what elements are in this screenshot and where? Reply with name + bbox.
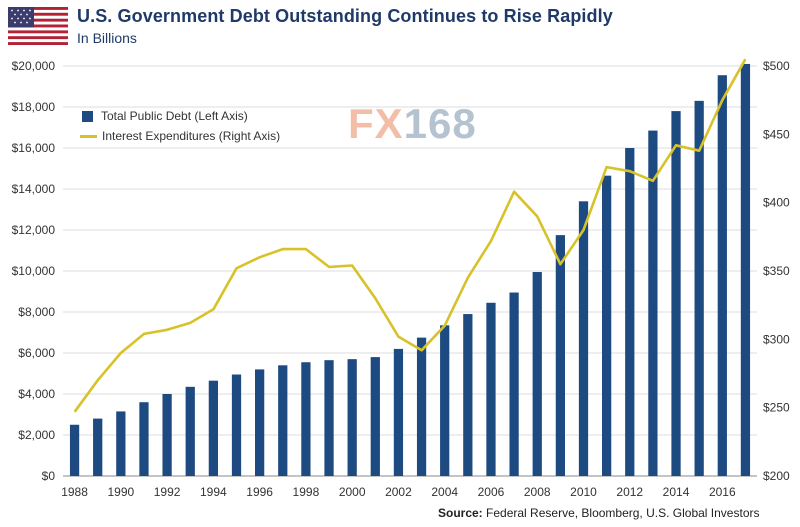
debt-bar bbox=[393, 348, 404, 476]
debt-bar bbox=[740, 63, 751, 476]
us-flag-icon bbox=[8, 7, 68, 45]
x-axis-tick-label: 2008 bbox=[524, 485, 551, 499]
interest-line bbox=[73, 58, 747, 413]
right-axis-tick-label: $300 bbox=[763, 332, 790, 346]
chart-title: U.S. Government Debt Outstanding Continu… bbox=[77, 6, 613, 26]
debt-bar bbox=[717, 75, 727, 476]
x-axis-tick-label: 1990 bbox=[107, 485, 134, 499]
debt-bar bbox=[370, 357, 380, 476]
debt-bar bbox=[532, 272, 542, 476]
debt-bar bbox=[555, 235, 565, 476]
legend-bar-swatch bbox=[82, 110, 93, 122]
debt-bar bbox=[162, 394, 172, 476]
debt-bar bbox=[347, 359, 357, 476]
legend: Total Public Debt (Left Axis) Interest E… bbox=[80, 106, 280, 146]
left-axis-tick-label: $14,000 bbox=[12, 182, 56, 196]
debt-bar bbox=[602, 175, 612, 477]
x-axis-tick-label: 2006 bbox=[478, 485, 505, 499]
grid-lines bbox=[63, 65, 757, 477]
debt-bar bbox=[648, 130, 658, 476]
debt-bar bbox=[463, 314, 473, 476]
x-axis-tick-label: 2002 bbox=[385, 485, 412, 499]
left-axis-tick-label: $18,000 bbox=[12, 100, 56, 114]
legend-item-debt: Total Public Debt (Left Axis) bbox=[80, 106, 280, 126]
legend-label-debt: Total Public Debt (Left Axis) bbox=[101, 109, 248, 123]
debt-bar bbox=[625, 148, 635, 476]
right-axis-tick-label: $200 bbox=[763, 469, 790, 483]
debt-bar bbox=[671, 111, 681, 476]
left-axis-tick-label: $10,000 bbox=[12, 264, 56, 278]
x-axis-tick-label: 1994 bbox=[200, 485, 227, 499]
x-axis-tick-label: 1998 bbox=[293, 485, 320, 499]
fx168-watermark: FX168 bbox=[348, 100, 477, 148]
x-axis-tick-label: 2014 bbox=[663, 485, 690, 499]
debt-bar bbox=[69, 424, 80, 476]
legend-label-interest: Interest Expenditures (Right Axis) bbox=[102, 129, 281, 143]
source-text: Federal Reserve, Bloomberg, U.S. Global … bbox=[486, 506, 760, 520]
left-axis-tick-label: $20,000 bbox=[12, 59, 56, 73]
x-axis-tick-label: 2010 bbox=[570, 485, 597, 499]
x-axis-tick-label: 1996 bbox=[246, 485, 273, 499]
debt-bar bbox=[416, 337, 427, 476]
left-axis-tick-label: $12,000 bbox=[12, 223, 56, 237]
left-axis-tick-label: $8,000 bbox=[18, 305, 55, 319]
right-axis-ticks: $200 $250 $300 $350 $400 $450 $500 bbox=[763, 59, 790, 483]
debt-bar bbox=[185, 386, 195, 476]
legend-item-interest: Interest Expenditures (Right Axis) bbox=[80, 126, 280, 146]
left-axis-tick-label: $0 bbox=[42, 469, 56, 483]
debt-bar bbox=[509, 292, 519, 476]
debt-bar bbox=[278, 365, 288, 476]
right-axis-tick-label: $250 bbox=[763, 401, 790, 415]
x-axis-tick-label: 2016 bbox=[709, 485, 736, 499]
x-axis-tick-label: 1988 bbox=[61, 485, 88, 499]
left-axis-tick-label: $16,000 bbox=[12, 141, 56, 155]
debt-bar bbox=[578, 201, 589, 477]
right-axis-tick-label: $500 bbox=[763, 59, 790, 73]
debt-bar bbox=[255, 369, 265, 476]
debt-bar bbox=[93, 418, 103, 476]
x-axis-tick-label: 1992 bbox=[154, 485, 181, 499]
left-axis-tick-label: $2,000 bbox=[18, 428, 55, 442]
interest-line-path bbox=[73, 58, 747, 413]
debt-bar bbox=[324, 360, 334, 476]
debt-bar bbox=[231, 374, 242, 476]
x-axis-tick-label: 2012 bbox=[616, 485, 643, 499]
right-axis-tick-label: $400 bbox=[763, 196, 790, 210]
debt-bars bbox=[69, 63, 751, 477]
x-axis-ticks: 1988 1990 1992 1994 1996 1998 2000 2002 2004 2006… bbox=[61, 485, 736, 499]
left-axis-tick-label: $4,000 bbox=[18, 387, 55, 401]
x-axis-tick-label: 2000 bbox=[339, 485, 366, 499]
right-axis-tick-label: $350 bbox=[763, 264, 790, 278]
watermark-part2: 168 bbox=[403, 100, 477, 147]
x-axis-tick-label: 2004 bbox=[431, 485, 458, 499]
debt-bar bbox=[486, 302, 496, 476]
debt-bar bbox=[139, 402, 149, 476]
debt-bar bbox=[694, 100, 704, 476]
debt-bar bbox=[301, 362, 311, 476]
right-axis-tick-label: $450 bbox=[763, 127, 790, 141]
left-axis-tick-label: $6,000 bbox=[18, 346, 55, 360]
left-axis-ticks: $0 $2,000 $4,000 $6,000 $8,000 $10,000 $12,000… bbox=[12, 59, 56, 483]
chart-subtitle: In Billions bbox=[77, 30, 137, 46]
legend-line-swatch bbox=[80, 134, 97, 138]
source-label: Source: bbox=[438, 506, 483, 520]
debt-bar bbox=[208, 380, 218, 476]
debt-bar bbox=[440, 325, 450, 476]
source-note: Source: Federal Reserve, Bloomberg, U.S.… bbox=[438, 506, 759, 520]
debt-bar bbox=[116, 411, 126, 476]
watermark-part1: FX bbox=[348, 100, 404, 147]
